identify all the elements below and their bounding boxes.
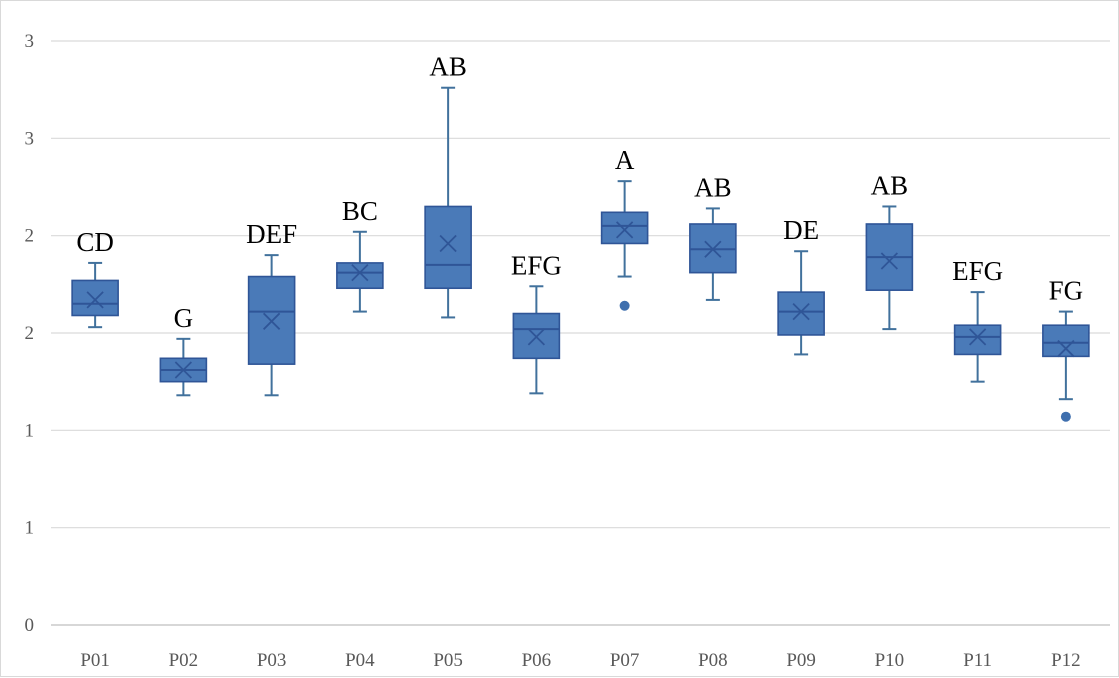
group-letter-label: G <box>174 303 194 333</box>
x-tick-label: P05 <box>433 650 463 671</box>
box-rect <box>1042 324 1090 358</box>
x-tick-label: P12 <box>1051 650 1081 671</box>
gridlines <box>51 40 1110 626</box>
group-letter-label: DE <box>783 215 819 245</box>
group-letters: CD G DEF BC AB EFG A AB DE AB EFG FG <box>76 52 1083 333</box>
box-p12 <box>1042 310 1090 422</box>
box-p07 <box>600 180 649 311</box>
mean-marker <box>527 328 546 346</box>
box-rect <box>424 205 472 290</box>
x-tick-label: P07 <box>610 650 640 671</box>
box-p08 <box>689 207 737 301</box>
boxes <box>71 86 1090 422</box>
mean-marker <box>174 361 193 379</box>
y-tick-label: 2 <box>25 226 35 247</box>
mean-marker <box>439 234 457 253</box>
box-rect <box>777 291 825 336</box>
group-letter-label: EFG <box>511 250 562 280</box>
x-tick-label: P06 <box>522 650 552 671</box>
box-rect <box>71 279 119 317</box>
box-p06 <box>512 285 561 395</box>
group-letter-label: DEF <box>246 219 297 249</box>
y-tick-label: 1 <box>25 420 35 441</box>
x-tick-label: P02 <box>169 650 199 671</box>
outlier-point <box>619 300 630 311</box>
x-tick-label: P10 <box>875 650 905 671</box>
mean-marker <box>615 221 634 239</box>
x-tick-label: P08 <box>698 650 728 671</box>
group-letter-label: FG <box>1049 276 1084 306</box>
y-tick-label: 3 <box>25 128 35 149</box>
mean-marker <box>792 302 810 321</box>
x-tick-label: P01 <box>80 650 110 671</box>
box-p04 <box>336 230 384 313</box>
group-letter-label: AB <box>871 170 909 200</box>
mean-marker <box>1057 339 1075 358</box>
mean-marker <box>351 264 369 282</box>
x-tick-label: P03 <box>257 650 287 671</box>
group-letter-label: CD <box>76 227 114 257</box>
x-axis-tick-labels: P01 P02 P03 P04 P05 P06 P07 P08 P09 P10 P11 P12 <box>80 650 1080 671</box>
box-rect <box>953 324 1002 356</box>
mean-marker <box>86 291 104 309</box>
group-letter-label: EFG <box>952 256 1003 286</box>
box-p10 <box>865 205 914 331</box>
box-rect <box>336 262 384 290</box>
mean-marker <box>704 240 722 258</box>
y-tick-label: 1 <box>25 518 35 539</box>
x-tick-label: P04 <box>345 650 375 671</box>
group-letter-label: A <box>615 145 635 175</box>
group-letter-label: AB <box>694 172 732 202</box>
mean-marker <box>880 252 899 270</box>
box-p02 <box>159 337 208 397</box>
y-tick-label: 0 <box>25 615 35 636</box>
group-letter-label: AB <box>429 52 467 82</box>
outlier-point <box>1060 411 1071 422</box>
box-p09 <box>777 250 825 356</box>
y-axis-tick-labels: 0 1 1 2 2 3 3 <box>25 31 35 636</box>
box-p11 <box>953 291 1002 383</box>
mean-marker <box>262 312 281 330</box>
mean-marker <box>968 328 987 346</box>
x-tick-label: P09 <box>786 650 816 671</box>
y-tick-label: 3 <box>25 31 35 52</box>
box-p03 <box>247 254 296 397</box>
x-tick-label: P11 <box>963 650 992 671</box>
box-p05 <box>424 86 472 319</box>
box-p01 <box>71 261 119 329</box>
y-tick-label: 2 <box>25 323 35 344</box>
box-rect <box>600 211 649 245</box>
group-letter-label: BC <box>342 196 378 226</box>
